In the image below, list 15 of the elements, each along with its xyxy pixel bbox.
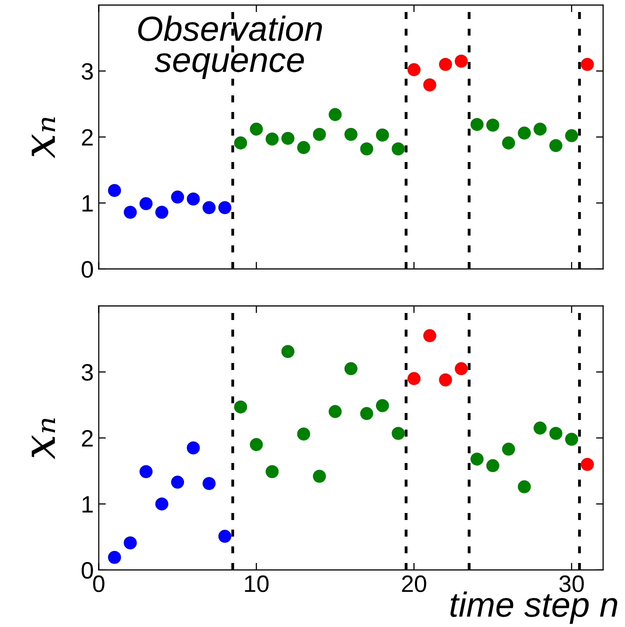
annotation: Observation sequence (138, 16, 322, 80)
x-tick-label: 20 (402, 575, 426, 592)
x-tick-label: 10 (245, 575, 269, 592)
x-tick-label: 30 (559, 575, 584, 592)
y-axis-title: xₙ (32, 418, 56, 460)
y-tick-label: 1 (82, 496, 93, 513)
y-tick-label: 2 (82, 129, 93, 146)
y-axis-title: xₙ (32, 117, 56, 158)
y-tick-label: 2 (82, 430, 93, 447)
y-tick-label: 3 (82, 63, 93, 80)
y-tick-label: 1 (82, 195, 93, 212)
y-tick-label: 0 (82, 562, 93, 579)
x-axis-title: time step n (450, 591, 618, 624)
y-tick-label: 3 (82, 364, 93, 381)
y-tick-label: 0 (82, 261, 93, 278)
